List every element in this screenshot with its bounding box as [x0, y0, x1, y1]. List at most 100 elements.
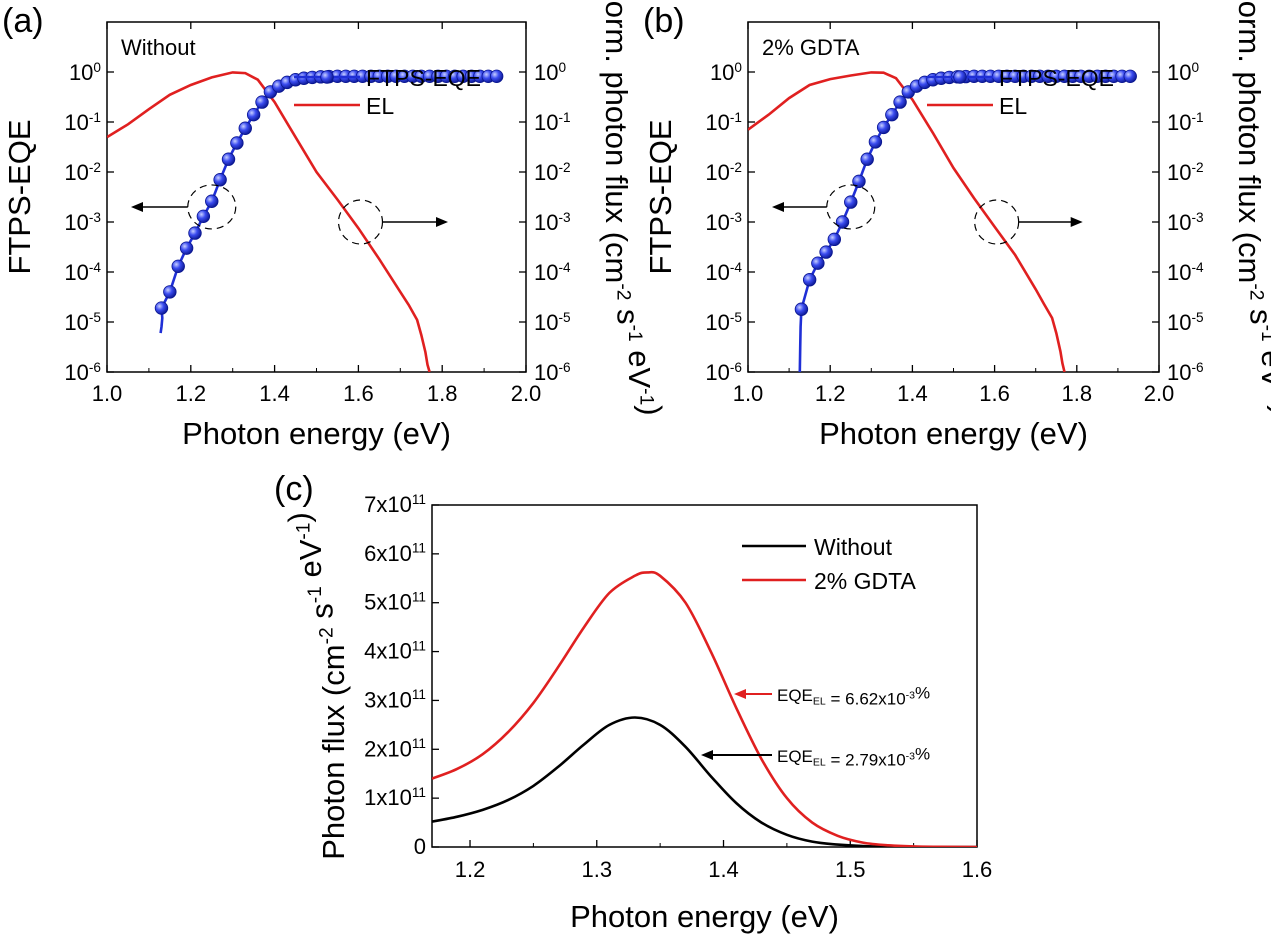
y-tick-label: 10-3: [705, 210, 742, 235]
y-tick-label-right: 10-6: [1167, 360, 1204, 385]
y-tick-label: 10-2: [64, 160, 101, 185]
y-tick-label: 10-6: [64, 360, 101, 385]
legend-label-gdta: 2% GDTA: [814, 568, 916, 594]
legend-label-el: EL: [366, 93, 394, 119]
data-point-ftps-eqe: [811, 256, 825, 270]
series-line-el: [107, 71, 431, 372]
data-point-ftps-eqe: [819, 245, 833, 259]
legend-label-without: Without: [814, 534, 893, 560]
x-tick-label: 1.4: [897, 381, 928, 406]
data-point-ftps-eqe: [230, 136, 244, 150]
dashed-circle-right: [974, 199, 1020, 245]
data-point-ftps-eqe: [205, 194, 219, 208]
x-tick-label: 1.2: [176, 381, 207, 406]
legend-label-ftps-eqe: FTPS-EQE: [366, 65, 481, 91]
annotation-arrowhead-gdta: [734, 689, 746, 699]
x-tick-label: 1.2: [815, 381, 846, 406]
y-tick-label: 10-4: [705, 260, 742, 285]
y-tick-label-right: 10-4: [534, 260, 571, 285]
x-tick-label: 1.3: [581, 857, 612, 882]
y-tick-label-right: 10-1: [534, 110, 571, 135]
arrow-left-head: [131, 201, 143, 212]
series-line-without: [432, 716, 977, 847]
y-tick-label-right: 10-3: [534, 210, 571, 235]
y-tick-label: 100: [69, 60, 101, 85]
data-point-ftps-eqe: [868, 135, 883, 149]
series-line-gdta: [432, 570, 977, 847]
y-tick-label: 10-4: [64, 260, 101, 285]
data-point-ftps-eqe: [246, 107, 261, 122]
y-tick-label: 10-3: [64, 210, 101, 235]
data-point-ftps-eqe: [188, 226, 202, 240]
inset-label: 2% GDTA: [762, 35, 860, 60]
series-line-el: [748, 71, 1066, 372]
data-point-ftps-eqe: [876, 120, 891, 135]
panel-label: (c): [274, 470, 314, 508]
y-tick-label: 10-5: [705, 310, 742, 335]
y-axis-label-left: FTPS-EQE: [643, 119, 678, 274]
annotation-arrowhead-without: [701, 750, 713, 760]
data-point-ftps-eqe: [802, 273, 817, 287]
data-point-ftps-eqe: [221, 152, 236, 166]
x-axis-label: Photon energy (eV): [182, 416, 451, 451]
y-axis-label: Photon flux (cm-2 s-1 eV-1): [281, 512, 351, 860]
x-tick-label: 1.5: [835, 857, 866, 882]
y-tick-label-right: 10-3: [1167, 210, 1204, 235]
data-point-ftps-eqe: [835, 215, 850, 229]
data-point-ftps-eqe: [196, 209, 211, 224]
inset-label: Without: [121, 35, 196, 60]
y-tick-label-right: 10-4: [1167, 260, 1204, 285]
y-tick-label: 10-1: [705, 110, 742, 135]
annotation-eqe-without: EQEEL = 2.79x10-3%: [777, 744, 930, 769]
x-tick-label: 1.0: [92, 381, 123, 406]
y-axis-label-right: Norm. photon flux (cm-2 s-1 eV-1): [599, 0, 669, 416]
series-line-ftps-eqe: [798, 75, 1131, 372]
arrow-left-head: [772, 201, 784, 212]
y-tick-label: 6x1011: [364, 541, 426, 566]
data-point-ftps-eqe: [885, 107, 899, 122]
y-tick-label-right: 10-6: [534, 360, 571, 385]
y-tick-label-right: 10-2: [1167, 160, 1204, 185]
data-point-ftps-eqe: [827, 232, 842, 247]
data-point-ftps-eqe: [893, 95, 907, 109]
x-axis-label: Photon energy (eV): [819, 416, 1088, 451]
x-tick-label: 1.6: [962, 857, 993, 882]
x-tick-label: 1.0: [733, 381, 764, 406]
y-tick-label: 2x1011: [364, 736, 426, 761]
y-tick-label: 10-1: [64, 110, 101, 135]
x-axis-label: Photon energy (eV): [570, 899, 839, 934]
data-point-ftps-eqe: [154, 301, 169, 315]
y-axis-label-left: FTPS-EQE: [2, 119, 37, 274]
y-tick-label: 10-5: [64, 310, 101, 335]
panel-label: (b): [643, 2, 685, 40]
x-tick-label: 1.6: [343, 381, 374, 406]
annotation-eqe-gdta: EQEEL = 6.62x10-3%: [777, 683, 930, 708]
dashed-circle-left: [187, 184, 237, 230]
x-tick-label: 1.4: [259, 381, 290, 406]
panel-c: 1.2 1.3 1.4 1.5 1.6 0 1x1011 2x1011 3x1011 4x1011…: [274, 470, 992, 934]
arrow-right-head: [1070, 217, 1083, 227]
data-point-ftps-eqe: [794, 302, 809, 316]
panel-a: 1.0 1.2 1.4 1.6 1.8 2.0 100 100 10-1 10-1 10-2 10-2…: [2, 0, 669, 451]
y-tick-label: 1x1011: [364, 785, 426, 810]
x-tick-label: 2.0: [1144, 381, 1175, 406]
x-tick-label: 1.4: [708, 857, 739, 882]
legend-label-el: EL: [999, 93, 1027, 119]
data-point-ftps-eqe: [852, 174, 866, 189]
data-point-ftps-eqe: [179, 241, 194, 255]
data-point-ftps-eqe: [489, 69, 504, 84]
y-tick-label-right: 100: [534, 60, 566, 85]
data-point-ftps-eqe: [860, 152, 874, 166]
y-tick-label: 4x1011: [364, 638, 426, 663]
legend-marker-ftps-eqe: [953, 70, 967, 84]
y-tick-label: 10-2: [705, 160, 742, 185]
y-axis-label-right: Norm. photon flux (cm-2 s-1 eV-1): [1232, 0, 1271, 416]
y-tick-label-right: 10-1: [1167, 110, 1204, 135]
y-tick-label: 100: [710, 60, 742, 85]
x-tick-label: 1.8: [1062, 381, 1093, 406]
y-tick-label: 0: [414, 834, 426, 859]
data-point-ftps-eqe: [255, 95, 269, 109]
x-tick-label: 1.6: [979, 381, 1010, 406]
panel-label: (a): [2, 2, 44, 40]
y-tick-label: 5x1011: [364, 590, 426, 615]
